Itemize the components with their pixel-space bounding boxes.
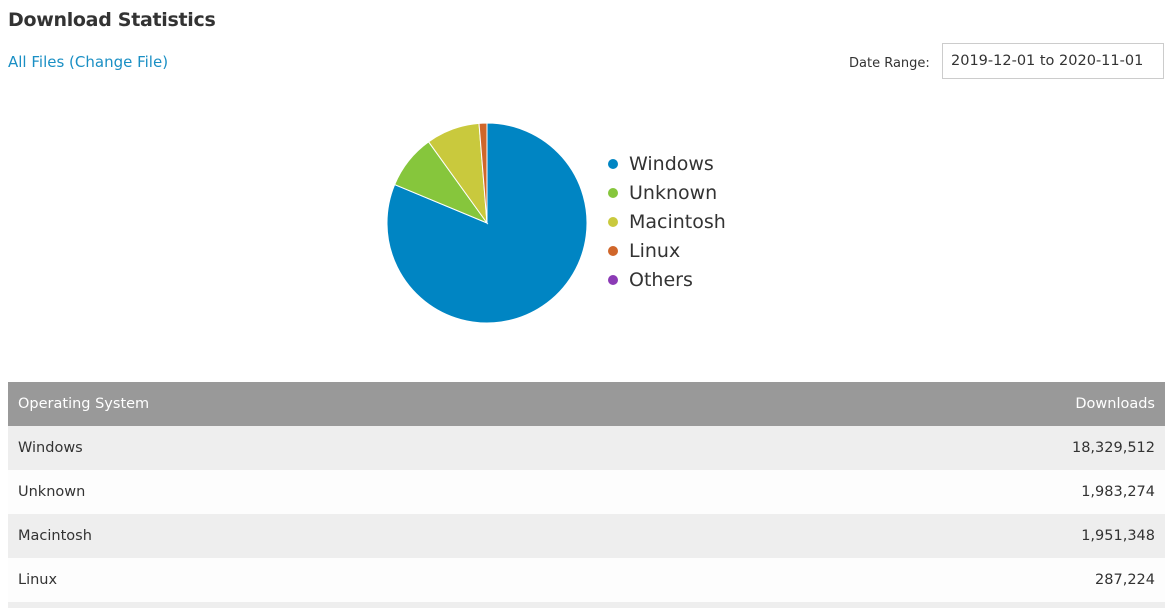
column-header-os[interactable]: Operating System: [18, 396, 150, 412]
downloads-cell: 18,329,512: [1071, 440, 1155, 456]
os-cell: Unknown: [18, 484, 86, 500]
downloads-cell: 287,224: [1095, 572, 1155, 588]
os-cell: Linux: [18, 572, 58, 588]
pie-chart-svg: [386, 122, 588, 324]
os-cell: Macintosh: [18, 528, 92, 544]
downloads-table: Operating System Downloads Windows 18,32…: [8, 382, 1165, 608]
table-header: Operating System Downloads: [8, 382, 1165, 426]
legend-label: Unknown: [629, 181, 718, 204]
legend-item-windows[interactable]: Windows: [606, 149, 726, 178]
legend-item-unknown[interactable]: Unknown: [606, 178, 726, 207]
pie-slice-linux[interactable]: [478, 122, 488, 224]
legend-label: Others: [629, 268, 693, 291]
legend-label: Linux: [629, 239, 681, 262]
os-pie-chart: [386, 122, 588, 324]
chart-legend: Windows Unknown Macintosh Linux Others: [606, 149, 726, 294]
legend-label: Macintosh: [629, 210, 726, 233]
table-row: Windows 18,329,512: [8, 426, 1165, 470]
legend-item-others[interactable]: Others: [606, 265, 726, 294]
table-row: [8, 602, 1165, 608]
legend-label: Windows: [629, 152, 714, 175]
page-title: Download Statistics: [8, 9, 216, 31]
date-range-input[interactable]: [942, 43, 1164, 79]
legend-dot-icon: [608, 216, 618, 227]
table-row: Linux 287,224: [8, 558, 1165, 602]
legend-item-linux[interactable]: Linux: [606, 236, 726, 265]
os-cell: Windows: [18, 440, 83, 456]
column-header-downloads[interactable]: Downloads: [1075, 396, 1155, 412]
date-range-label: Date Range:: [849, 56, 930, 71]
legend-item-macintosh[interactable]: Macintosh: [606, 207, 726, 236]
change-file-link[interactable]: All Files (Change File): [8, 53, 169, 71]
downloads-cell: 1,951,348: [1081, 528, 1155, 544]
legend-dot-icon: [608, 187, 618, 198]
table-row: Unknown 1,983,274: [8, 470, 1165, 514]
downloads-cell: 1,983,274: [1081, 484, 1155, 500]
legend-dot-icon: [608, 158, 618, 169]
table-row: Macintosh 1,951,348: [8, 514, 1165, 558]
legend-dot-icon: [608, 245, 618, 256]
legend-dot-icon: [608, 274, 618, 285]
